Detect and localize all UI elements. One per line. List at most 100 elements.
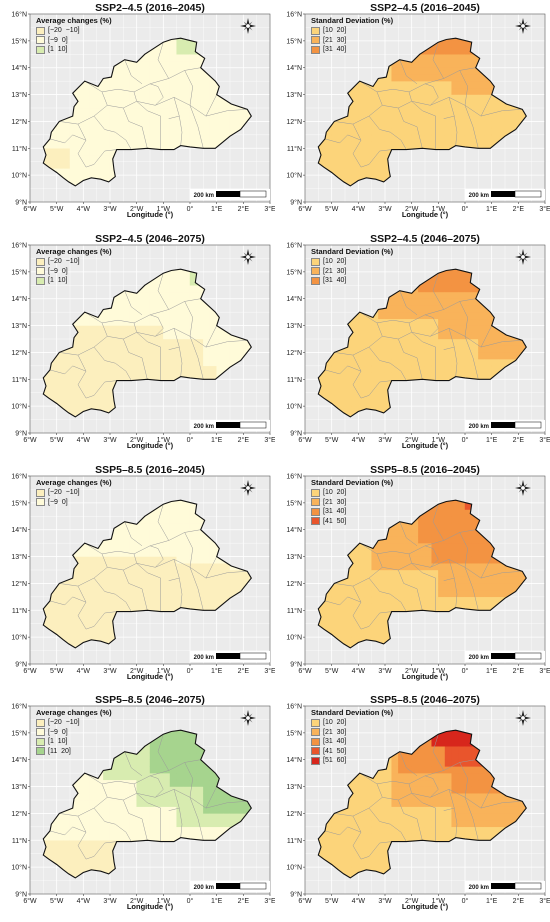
map-cell [464, 569, 472, 577]
map-cell [398, 94, 406, 102]
map-cell [351, 616, 359, 624]
map-cell [418, 74, 426, 82]
map-cell [351, 121, 359, 129]
map-cell [351, 583, 359, 591]
map-cell [103, 405, 111, 414]
map-cell [43, 372, 51, 380]
region-boundary [49, 134, 87, 144]
map-cell [143, 121, 151, 129]
map-cell [189, 569, 197, 577]
map-cell [136, 603, 144, 611]
legend-label: [10 20] [323, 258, 347, 266]
map-cell [324, 372, 332, 380]
map-cell [438, 40, 446, 48]
map-cell [471, 60, 479, 68]
region-boundary [464, 336, 479, 380]
map-cell [176, 325, 184, 333]
map-cell [183, 522, 191, 530]
region-boundary [189, 567, 204, 611]
map-cell [484, 101, 492, 109]
map-cell [424, 576, 432, 584]
map-cell [116, 352, 124, 360]
region-boundary [376, 91, 383, 106]
map-cell [49, 603, 57, 611]
map-cell [391, 542, 399, 551]
map-cell [411, 365, 419, 373]
map-cell [364, 616, 372, 624]
map-cell [83, 563, 91, 571]
map-cell [76, 352, 84, 360]
map-cell [163, 569, 171, 577]
map-cell [458, 556, 466, 564]
region-boundary [189, 336, 204, 380]
map-cell [163, 325, 171, 333]
map-cell [418, 549, 426, 557]
map-cell [378, 325, 386, 333]
map-cell [56, 589, 64, 598]
map-cell [318, 603, 326, 611]
map-cell [169, 134, 177, 142]
map-cell [129, 529, 137, 537]
map-cell [43, 610, 51, 618]
map-cell [431, 298, 439, 306]
region-boundary [59, 559, 248, 587]
map-cell [471, 107, 479, 115]
map-cell [89, 114, 97, 122]
map-cell [424, 569, 432, 577]
map-cell [103, 576, 111, 584]
map-cell [203, 325, 211, 333]
map-cell [471, 542, 479, 551]
x-tick-label: 3°W [378, 436, 392, 444]
map-cell [116, 332, 124, 340]
map-cell [358, 569, 366, 577]
map-cell [163, 603, 171, 611]
map-cell [358, 94, 366, 102]
map-cell [103, 325, 111, 333]
map-cell [478, 365, 486, 373]
map-cell [451, 589, 459, 598]
map-cell [318, 616, 326, 624]
map-cell [63, 616, 71, 624]
map-cell [398, 358, 406, 367]
map-cell [404, 536, 412, 544]
map-cell [163, 338, 171, 346]
map-cell [83, 379, 91, 387]
map-cell [76, 107, 84, 115]
map-cell [209, 542, 217, 551]
scale-bar-white [514, 190, 542, 198]
map-cell [216, 332, 224, 340]
x-tick-label: 3°E [264, 436, 275, 444]
map-cell [163, 549, 171, 557]
map-cell [216, 352, 224, 360]
map-cell [431, 94, 439, 102]
map-cell [478, 101, 486, 109]
map-cell [438, 318, 446, 326]
map-cell [424, 67, 432, 75]
map-cell [149, 285, 157, 293]
map-cell [364, 576, 372, 584]
map-cell [351, 365, 359, 373]
map-cell [444, 101, 452, 109]
map-cell [56, 358, 64, 367]
x-tick-label: 5°W [50, 205, 64, 213]
map-cell [183, 107, 191, 115]
map-cell [76, 589, 84, 598]
map-cell [351, 563, 359, 571]
legend-swatch [311, 26, 320, 35]
map-cell [69, 358, 77, 367]
map-cell [338, 174, 346, 183]
map-cell [404, 603, 412, 611]
map-cell [43, 141, 51, 149]
map-cell [123, 596, 131, 604]
map-cell [451, 500, 459, 504]
map-cell [371, 556, 379, 564]
map-cell [109, 74, 117, 82]
map-cell [143, 522, 151, 530]
map-cell [364, 385, 372, 393]
map-cell [484, 563, 492, 571]
map-cell [129, 318, 137, 326]
map-cell [129, 345, 137, 353]
map-cell [471, 305, 479, 313]
map-cell [491, 134, 499, 142]
map-cell [404, 583, 412, 591]
